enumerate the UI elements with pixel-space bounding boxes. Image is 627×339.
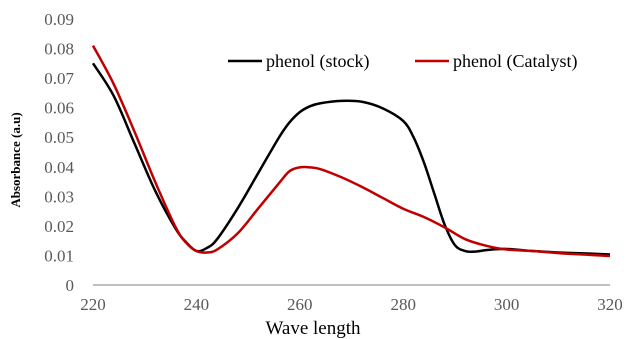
series-line-catalyst bbox=[91, 45, 611, 258]
y-tick-label: 0.06 bbox=[44, 99, 74, 118]
x-tick-label: 240 bbox=[184, 295, 210, 314]
x-tick-label: 280 bbox=[390, 295, 416, 314]
y-tick-label: 0 bbox=[66, 276, 75, 295]
y-tick-label: 0.07 bbox=[44, 69, 74, 88]
series-lines bbox=[91, 45, 611, 258]
chart-legend: phenol (stock) phenol (Catalyst) bbox=[228, 51, 577, 72]
series-line-stock bbox=[91, 62, 611, 256]
x-tick-labels: 220 240 260 280 300 320 bbox=[80, 295, 623, 314]
x-axis-title: Wave length bbox=[265, 318, 361, 339]
y-tick-label: 0.01 bbox=[44, 246, 74, 265]
y-tick-label: 0.04 bbox=[44, 158, 74, 177]
y-tick-label: 0.09 bbox=[44, 10, 74, 29]
x-tick-label: 260 bbox=[287, 295, 313, 314]
y-axis-title: Absorbance (a.u) bbox=[8, 112, 23, 207]
x-tick-label: 320 bbox=[597, 295, 623, 314]
legend-label-catalyst: phenol (Catalyst) bbox=[453, 51, 577, 72]
y-tick-label: 0.02 bbox=[44, 217, 74, 236]
legend-label-stock: phenol (stock) bbox=[266, 51, 369, 72]
y-tick-label: 0.08 bbox=[44, 40, 74, 59]
y-tick-label: 0.05 bbox=[44, 128, 74, 147]
y-tick-label: 0.03 bbox=[44, 187, 74, 206]
x-tick-label: 300 bbox=[494, 295, 520, 314]
y-tick-labels: 0 0.01 0.02 0.03 0.04 0.05 0.06 0.07 0.08 0.09 bbox=[44, 10, 74, 295]
x-tick-label: 220 bbox=[80, 295, 106, 314]
